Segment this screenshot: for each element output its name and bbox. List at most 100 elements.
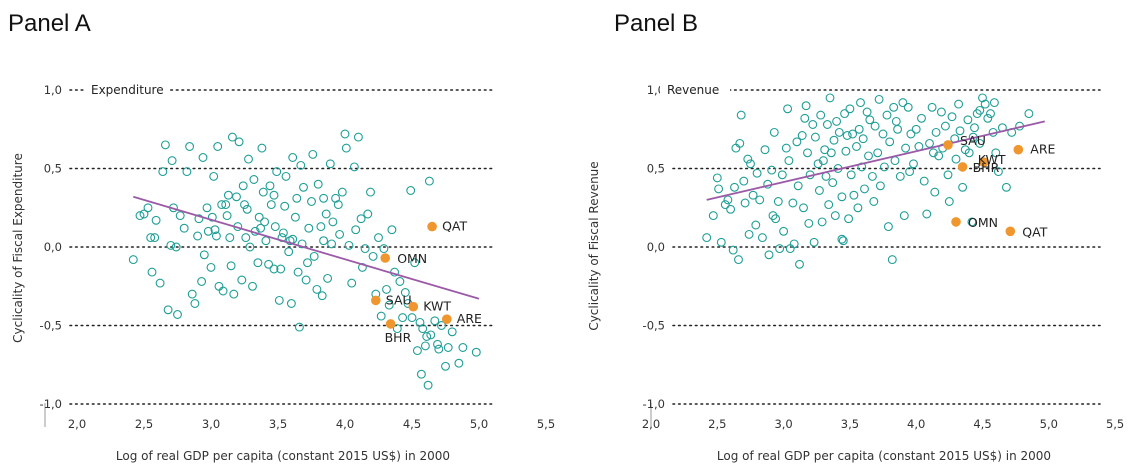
- panel-b-y-tick-label: 0,0: [647, 240, 665, 254]
- panel-a-point: [290, 212, 300, 222]
- panel-b-x-tick-label: 4,0: [907, 417, 925, 431]
- panel-b-point: [927, 102, 937, 112]
- panel-a-point: [297, 239, 307, 249]
- panel-b-point: [768, 211, 778, 221]
- panel-b-point: [746, 159, 755, 169]
- panel-b-point: [931, 127, 941, 137]
- panel-a-point: [447, 327, 457, 337]
- panel-a-point: [341, 143, 351, 153]
- panel-b-point: [837, 192, 847, 202]
- panel-b-point: [708, 211, 718, 221]
- panel-b-point: [852, 142, 861, 151]
- panel-b-point: [810, 132, 820, 142]
- panel-b-x-tick-label: 2,0: [642, 417, 660, 431]
- panel-b-point: [842, 131, 852, 140]
- panel-b-country-label-qat: QAT: [1022, 224, 1047, 239]
- panel-b-points: [702, 93, 1034, 269]
- panel-a-point: [261, 236, 271, 246]
- panel-a-point: [317, 291, 327, 301]
- panel-a-point: [135, 211, 145, 221]
- panel-a-point: [160, 140, 170, 150]
- panel-b-point: [975, 105, 985, 115]
- panel-a-point: [353, 132, 363, 142]
- panel-a-series-label-bg: [84, 80, 170, 98]
- panel-b-point: [822, 120, 832, 129]
- panel-b-point: [954, 99, 964, 109]
- panel-b-point: [804, 218, 814, 228]
- panel-a-point: [384, 300, 394, 310]
- panel-a-point: [223, 190, 233, 200]
- panel-b-point: [919, 176, 929, 186]
- panel-a-point: [392, 324, 402, 334]
- panel-b-title: Panel B: [614, 10, 698, 37]
- panel-b-point: [777, 170, 787, 180]
- panel-a-point: [379, 244, 389, 254]
- panel-a-point: [299, 182, 308, 192]
- panel-a-point: [128, 255, 138, 265]
- panel-b-point: [829, 135, 839, 145]
- panel-b-point: [797, 131, 807, 140]
- panel-a-point: [266, 200, 276, 210]
- panel-a-point: [244, 154, 253, 164]
- panel-b-point: [963, 115, 973, 125]
- panel-b-point: [789, 239, 799, 249]
- panel-b-series-label-bg: [660, 80, 730, 98]
- panel-b-point: [781, 143, 791, 153]
- panel-b-point: [940, 121, 950, 131]
- panel-b-point: [723, 195, 733, 205]
- panel-a-country-label-omn: OMN: [397, 251, 427, 266]
- panel-a-point: [288, 153, 298, 162]
- panel-b-point: [901, 143, 911, 153]
- panel-a-point: [288, 234, 298, 244]
- panel-a-point: [366, 187, 375, 197]
- panel-b-point: [955, 126, 965, 136]
- panel-b-point: [832, 116, 842, 126]
- panel-a-point: [270, 222, 280, 232]
- panel-b-highlight-point-sau: [943, 140, 953, 150]
- panel-a-point: [241, 233, 251, 243]
- panel-a-point: [309, 251, 319, 261]
- panel-b-point: [788, 198, 798, 208]
- panel-a-point: [293, 267, 303, 277]
- panel-a-x-tick-label: 2,5: [135, 417, 153, 431]
- panel-b-country-label-sau: SAU: [960, 133, 986, 148]
- panel-b-point: [728, 245, 738, 255]
- panel-b-point: [837, 234, 847, 244]
- panel-a-title: Panel A: [8, 10, 91, 37]
- panel-a-point: [376, 311, 386, 321]
- panel-b-point: [784, 156, 794, 166]
- panel-b-point: [716, 237, 726, 247]
- panel-a-point: [454, 358, 464, 368]
- panel-a-point: [203, 226, 213, 236]
- panel-b-point: [853, 203, 863, 213]
- panel-b-point: [967, 217, 977, 227]
- panel-a-point: [217, 200, 227, 210]
- panel-b-point: [735, 138, 745, 148]
- panel-a-point: [158, 167, 168, 177]
- panel-b-point: [751, 220, 761, 230]
- panel-a-point: [214, 281, 224, 291]
- panel-b-point: [986, 109, 995, 119]
- panel-a-point: [416, 369, 426, 379]
- panel-b-point: [775, 244, 785, 254]
- panel-a-point: [316, 222, 326, 232]
- panel-b-point: [799, 203, 808, 213]
- panel-b-point: [905, 167, 915, 177]
- panel-a-point: [190, 299, 200, 308]
- panel-b-point: [825, 93, 835, 103]
- panel-a-point: [313, 179, 323, 189]
- panel-a-point: [166, 240, 176, 250]
- panel-a-point: [458, 343, 468, 352]
- panel-a-y-tick-label: 0,0: [44, 240, 62, 254]
- panel-a-x-tick-label: 3,0: [202, 417, 220, 431]
- panel-a-point: [294, 322, 304, 332]
- panel-a-point: [308, 149, 318, 159]
- panel-a-point: [234, 137, 244, 147]
- panel-a-point: [237, 275, 247, 285]
- panel-b-point: [720, 200, 730, 210]
- panel-b-point: [878, 129, 888, 139]
- panel-b-point: [726, 204, 736, 214]
- panel-b-point: [846, 170, 856, 180]
- panel-b-point: [970, 123, 979, 133]
